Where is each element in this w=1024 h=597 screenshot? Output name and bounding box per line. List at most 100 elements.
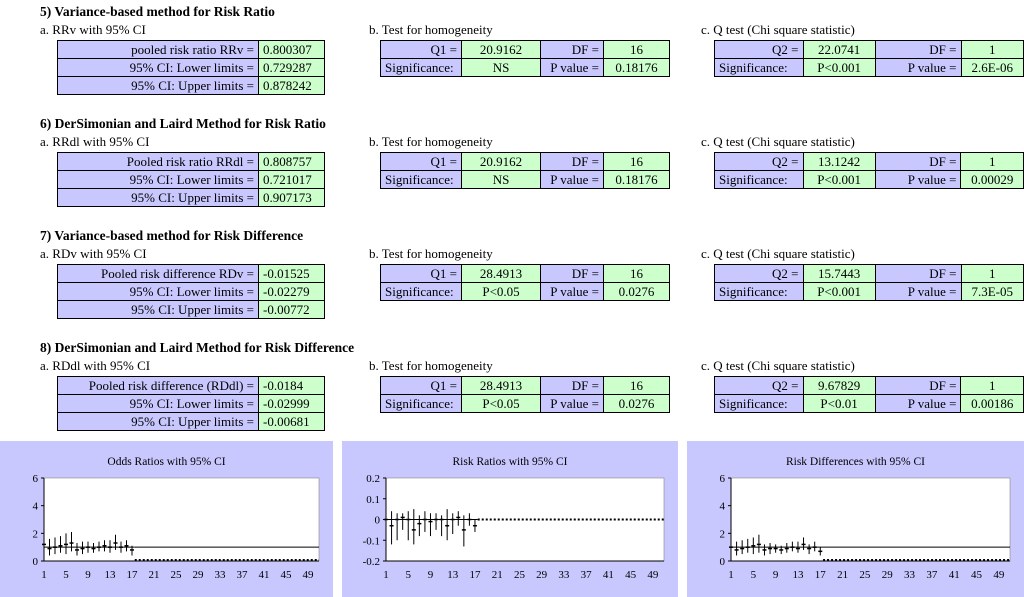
homogeneity-test-label: b. Test for homogeneity — [369, 246, 493, 261]
homogeneity-test-label: b. Test for homogeneity — [369, 22, 493, 37]
risk-ratio-chart: Risk Ratios with 95% CI 0.2 0.1 0 -0.1 -0.21 5… — [363, 456, 665, 581]
odds-ratio-chart-panel: Odds Ratios with 95% CI 0 2 4 6 1 5 9 13 17 21 25 29… — [0, 441, 333, 597]
row-value: -0.01525 — [258, 264, 325, 283]
y-tick-label: 0.2 — [366, 473, 380, 485]
risk-ratio-chart-panel: Risk Ratios with 95% CI 0.2 0.1 0 -0.1 -0.2 1 5… — [342, 441, 678, 597]
df-value: 16 — [603, 40, 670, 59]
risk-difference-chart-panel: Risk Differences with 95% CI 0 2 4 6 1 5 9 13 17 2… — [687, 441, 1024, 597]
significance-label: Significance: — [380, 394, 462, 413]
df-label: DF = — [540, 152, 604, 171]
significance-label: Significance: — [380, 282, 462, 301]
x-tick-label: 29 — [536, 569, 548, 581]
row-label: 95% CI: Lower limits = — [57, 394, 259, 413]
q1-label: Q1 = — [380, 376, 462, 395]
row-label: Pooled risk difference (RDdl) = — [57, 376, 259, 395]
q1-value: 20.9162 — [461, 152, 541, 171]
df-value: 16 — [603, 264, 670, 283]
section-title: 7) Variance-based method for Risk Differ… — [40, 228, 304, 243]
q-test-table: Q2 = 15.7443 DF = 1 Significance: P<0.001 P va… — [714, 264, 1024, 301]
x-tick-label: 45 — [971, 569, 983, 581]
row-value: -0.02999 — [258, 394, 325, 413]
q1-label: Q1 = — [380, 152, 462, 171]
x-tick-label: 21 — [149, 569, 160, 581]
result-section: 5) Variance-based method for Risk Ratio a… — [0, 4, 1024, 114]
row-label: 95% CI: Lower limits = — [57, 282, 259, 301]
row-label: Pooled risk difference RDv = — [57, 264, 259, 283]
row-label: pooled risk ratio RRv = — [57, 40, 259, 59]
df-value: 1 — [960, 376, 1024, 395]
table-row: Q2 = 15.7443 DF = 1 — [714, 264, 1024, 283]
q-test-label: c. Q test (Chi square statistic) — [701, 246, 855, 261]
table-row: 95% CI: Upper limits = -0.00772 — [57, 300, 325, 319]
q2-value: 13.1242 — [802, 152, 876, 171]
row-value: -0.00772 — [258, 300, 325, 319]
table-row: Significance: P<0.01 P value = 0.00186 — [714, 394, 1024, 413]
significance-label: Significance: — [380, 170, 462, 189]
row-value: 0.800307 — [258, 40, 325, 59]
table-row: Q2 = 22.0741 DF = 1 — [714, 40, 1024, 59]
table-row: Significance: P<0.05 P value = 0.0276 — [380, 394, 670, 413]
significance-value: P<0.01 — [802, 394, 876, 413]
homogeneity-test-label: b. Test for homogeneity — [369, 134, 493, 149]
df-label: DF = — [874, 40, 962, 59]
x-tick-label: 17 — [469, 569, 481, 581]
q2-value: 15.7443 — [802, 264, 876, 283]
p-value: 2.6E-06 — [960, 58, 1024, 77]
p-value-label: P value = — [540, 58, 604, 77]
q1-value: 20.9162 — [461, 40, 541, 59]
p-value-label: P value = — [874, 58, 962, 77]
table-row: Significance: P<0.001 P value = 0.00029 — [714, 170, 1024, 189]
q2-value: 9.67829 — [802, 376, 876, 395]
df-value: 1 — [960, 264, 1024, 283]
significance-label: Significance: — [714, 170, 804, 189]
significance-value: P<0.05 — [461, 394, 541, 413]
pooled-estimate-label: a. RDv with 95% CI — [40, 246, 147, 261]
pooled-estimate-label: a. RRdl with 95% CI — [40, 134, 150, 149]
row-label: 95% CI: Upper limits = — [57, 300, 259, 319]
x-tick-label: 37 — [581, 569, 593, 581]
homogeneity-test-table: Q1 = 28.4913 DF = 16 Significance: P<0.05 P va… — [380, 376, 670, 413]
x-tick-label: 41 — [259, 569, 270, 581]
table-row: Pooled risk difference (RDdl) = -0.0184 — [57, 376, 325, 395]
p-value: 0.18176 — [603, 170, 670, 189]
x-tick-label: 9 — [428, 569, 434, 581]
q-test-table: Q2 = 22.0741 DF = 1 Significance: P<0.001 P va… — [714, 40, 1024, 77]
p-value-label: P value = — [540, 282, 604, 301]
row-value: -0.02279 — [258, 282, 325, 301]
table-row: pooled risk ratio RRv = 0.800307 — [57, 40, 325, 59]
y-tick-label: 0 — [33, 556, 39, 568]
df-value: 16 — [603, 152, 670, 171]
q2-label: Q2 = — [714, 152, 804, 171]
row-value: 0.808757 — [258, 152, 325, 171]
row-value: 0.878242 — [258, 76, 325, 95]
pooled-estimate-label: a. RDdl with 95% CI — [40, 358, 151, 373]
y-tick-label: 6 — [720, 473, 726, 485]
table-row: Significance: P<0.05 P value = 0.0276 — [380, 282, 670, 301]
p-value: 0.00029 — [960, 170, 1024, 189]
table-row: Q1 = 28.4913 DF = 16 — [380, 376, 670, 395]
table-row: 95% CI: Lower limits = -0.02999 — [57, 394, 325, 413]
q1-value: 28.4913 — [461, 376, 541, 395]
q2-label: Q2 = — [714, 376, 804, 395]
q-test-table: Q2 = 13.1242 DF = 1 Significance: P<0.001 P va… — [714, 152, 1024, 189]
df-label: DF = — [874, 152, 962, 171]
y-tick-label: -0.1 — [363, 535, 380, 547]
section-title: 6) DerSimonian and Laird Method for Risk… — [40, 116, 326, 131]
x-tick-label: 13 — [105, 569, 117, 581]
x-tick-label: 33 — [215, 569, 227, 581]
table-row: Q1 = 20.9162 DF = 16 — [380, 40, 670, 59]
chart-title: Odds Ratios with 95% CI — [107, 456, 225, 468]
result-section: 6) DerSimonian and Laird Method for Risk… — [0, 116, 1024, 226]
row-label: Pooled risk ratio RRdl = — [57, 152, 259, 171]
p-value-label: P value = — [874, 170, 962, 189]
x-tick-label: 1 — [383, 569, 389, 581]
row-value: -0.0184 — [258, 376, 325, 395]
significance-value: NS — [461, 170, 541, 189]
p-value: 7.3E-05 — [960, 282, 1024, 301]
x-tick-label: 5 — [405, 569, 411, 581]
q2-label: Q2 = — [714, 264, 804, 283]
df-label: DF = — [540, 264, 604, 283]
p-value: 0.0276 — [603, 394, 670, 413]
section-title: 5) Variance-based method for Risk Ratio — [40, 4, 275, 19]
homogeneity-test-table: Q1 = 20.9162 DF = 16 Significance: NS P value … — [380, 40, 670, 77]
